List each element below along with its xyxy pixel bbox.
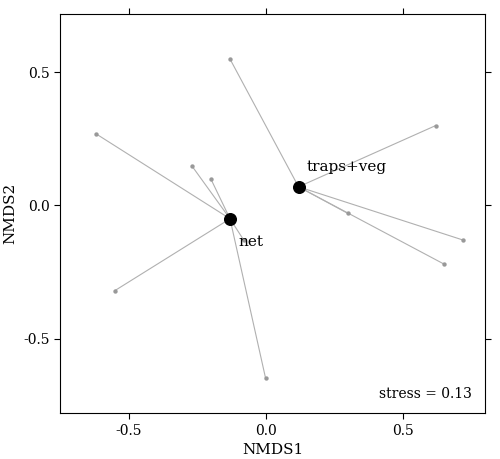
Text: net: net [238,235,263,249]
Point [111,287,119,294]
Point [344,210,352,217]
Point [294,183,302,190]
Point [226,215,234,223]
Point [92,130,100,137]
Point [262,375,270,382]
Point [440,260,448,268]
Text: traps+veg: traps+veg [307,159,387,174]
X-axis label: NMDS1: NMDS1 [242,443,303,457]
Y-axis label: NMDS2: NMDS2 [4,183,18,244]
Point [226,56,234,63]
Point [207,175,215,183]
Point [240,236,248,244]
Text: stress = 0.13: stress = 0.13 [380,387,472,401]
Point [459,236,467,244]
Point [432,122,440,129]
Point [188,162,196,169]
